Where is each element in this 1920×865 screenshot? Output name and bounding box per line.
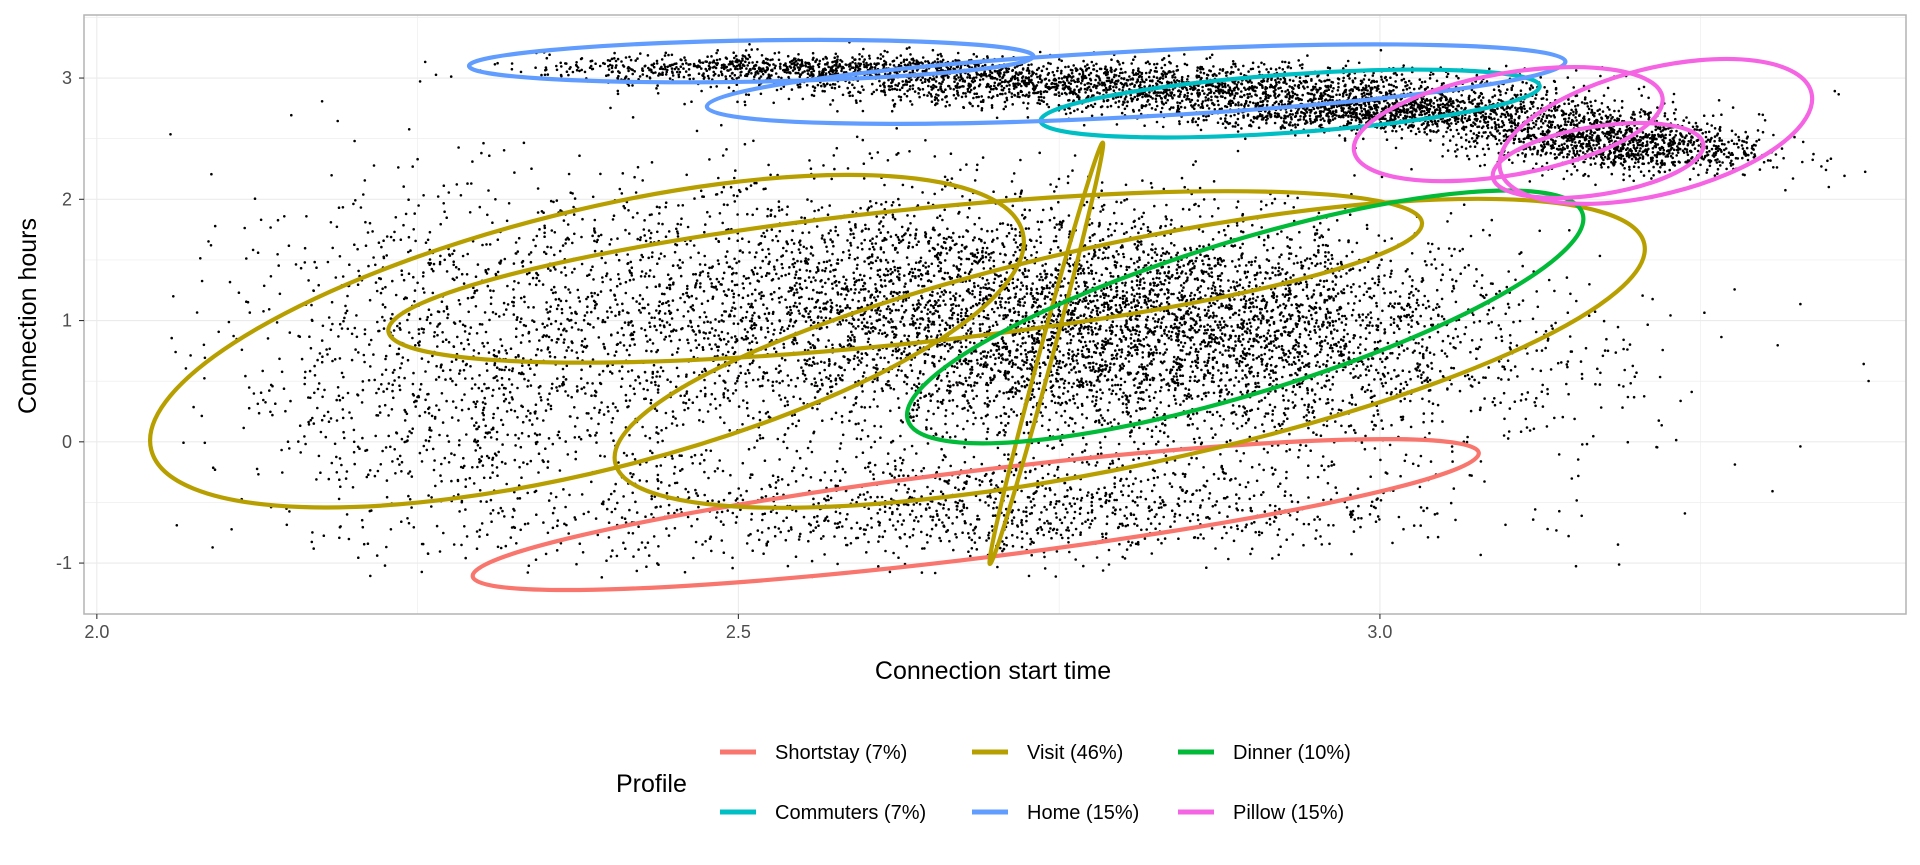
- ellipse-group-0: [470, 437, 1481, 593]
- profile-ellipse: [1351, 64, 1665, 184]
- axis-ticks: 2.0 2.5 3.0 -1 0 1 2 3: [56, 68, 1392, 642]
- y-tick-label: 3: [62, 68, 72, 88]
- y-tick-label: 1: [62, 311, 72, 331]
- profile-ellipse: [987, 140, 1106, 567]
- profile-ellipse: [470, 437, 1481, 593]
- legend-item: Pillow (15%): [1178, 802, 1344, 824]
- profile-ellipse: [1490, 120, 1706, 201]
- x-tick-label: 2.5: [726, 622, 751, 642]
- profile-ellipses: [148, 37, 1815, 593]
- ellipse-group-5: [1351, 56, 1815, 206]
- ellipse-group-1: [148, 140, 1647, 567]
- y-tick-label: -1: [56, 553, 72, 573]
- legend-item: Home (15%): [972, 802, 1139, 824]
- y-axis-title: Connection hours: [14, 218, 42, 414]
- legend-label: Dinner (10%): [1233, 742, 1351, 764]
- profile-ellipse: [612, 196, 1647, 510]
- x-axis-title: Connection start time: [875, 657, 1111, 685]
- legend-item: Shortstay (7%): [720, 742, 907, 764]
- profile-ellipse: [904, 188, 1586, 446]
- legend: Profile Shortstay (7%) Visit (46%) Dinner …: [616, 742, 1351, 824]
- legend-label: Pillow (15%): [1233, 802, 1344, 824]
- plot-panel-border: [83, 14, 1907, 615]
- legend-item: Dinner (10%): [1178, 742, 1351, 764]
- y-tick-label: 0: [62, 432, 72, 452]
- legend-label: Shortstay (7%): [775, 742, 907, 764]
- legend-label: Visit (46%): [1027, 742, 1123, 764]
- profile-ellipse: [1497, 56, 1815, 206]
- legend-item: Commuters (7%): [720, 802, 926, 824]
- y-tick-label: 2: [62, 189, 72, 209]
- profile-ellipse: [704, 42, 1568, 126]
- profile-ellipse: [386, 189, 1425, 365]
- legend-label: Home (15%): [1027, 802, 1139, 824]
- x-tick-label: 2.0: [84, 622, 109, 642]
- legend-title: Profile: [616, 770, 687, 798]
- legend-item: Visit (46%): [972, 742, 1123, 764]
- x-tick-label: 3.0: [1367, 622, 1392, 642]
- ellipse-group-4: [466, 37, 1568, 126]
- legend-label: Commuters (7%): [775, 802, 926, 824]
- ellipse-group-2: [904, 188, 1586, 446]
